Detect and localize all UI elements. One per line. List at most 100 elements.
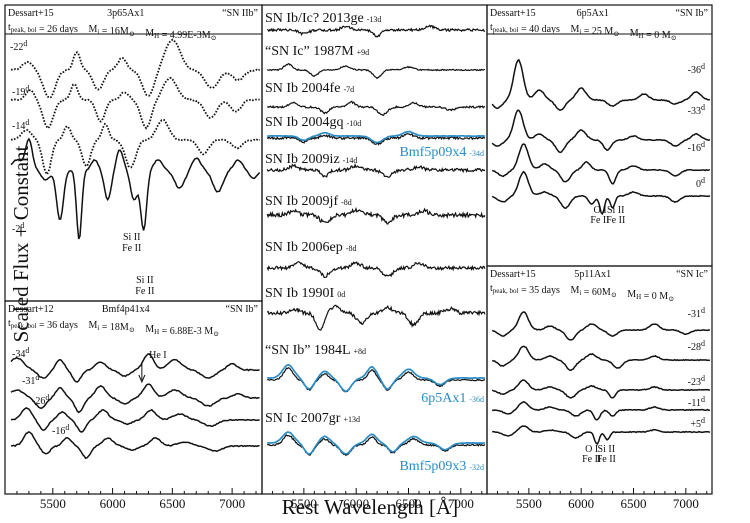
param-part: = 18M <box>99 322 129 333</box>
param-part: H <box>154 32 159 40</box>
feature-label: Si II <box>598 444 616 455</box>
series-label-sup: d <box>701 62 705 71</box>
series-label: “SN Ib” 1984L +8d <box>265 343 366 358</box>
param-part: M <box>145 324 154 335</box>
series-label: SN Ib 2004gq -10d <box>265 115 361 130</box>
series-label-sup: -10d <box>347 119 362 128</box>
param-part: = 16M <box>99 26 129 37</box>
feature-label: Fe II <box>590 215 609 226</box>
panel-middle-series: SN Ib/Ic? 2013ge -13d “SN Ic” 1987M +9d SN I… <box>265 11 486 474</box>
series-label-sup: d <box>23 39 27 48</box>
param-part: ⊙ <box>668 295 674 303</box>
series--19-line <box>10 77 260 130</box>
series-label: SN Ib 2006ep -8d <box>265 240 356 255</box>
series-label-sup: d <box>25 84 29 93</box>
series-label-sup: +9d <box>357 48 370 57</box>
series--26-line <box>10 407 260 433</box>
series-label: SN Ib 2004fe -7d <box>265 81 354 96</box>
series-8-model <box>267 364 485 393</box>
panel-model: Bmf4p41x4 <box>102 304 150 315</box>
param-part: peak, bol <box>11 322 37 330</box>
series-2-line <box>491 379 711 399</box>
series-label: -34d <box>12 346 29 360</box>
panel-top-left-series: -22d-19d-14d-2d <box>10 38 261 240</box>
param-part: ⊙ <box>611 291 617 299</box>
model-label: Bmf5p09x4 -34d <box>399 145 484 160</box>
series-label: SN Ic 2007gr +13d <box>265 411 360 426</box>
panel-params: tpeak, bol = 40 days Mi = 25 M⊙ MH = 0 M… <box>490 22 677 42</box>
series-label-sup: -8d <box>346 244 357 253</box>
series-label: -22d <box>10 39 27 53</box>
x-tick-label-left: 5500 <box>40 496 66 511</box>
model-label: Bmf5p09x3 -32d <box>399 459 484 474</box>
series-label: SN Ib 1990I 0d <box>265 286 345 301</box>
series-5-spectrum <box>266 206 486 225</box>
series-label-sup: d <box>35 373 39 382</box>
series-label: -14d <box>12 118 29 132</box>
series-4-line <box>492 425 711 446</box>
panel-ref: Dessart+15 <box>490 269 536 280</box>
feature-label: Fe II <box>582 454 601 465</box>
feature-arrow-head <box>138 374 146 384</box>
feature-label: Si II <box>607 205 625 216</box>
model-label-sup: -34d <box>469 149 484 158</box>
series-label-sup: -7d <box>343 85 354 94</box>
param-part: H <box>639 32 644 40</box>
param-part: H <box>154 328 159 336</box>
param-part: t <box>8 22 11 33</box>
param-part: = 60M <box>581 287 611 298</box>
series-3-model <box>267 130 485 144</box>
model-label: 6p5Ax1 -36d <box>421 391 484 406</box>
panel-type: “SN Ib” <box>676 8 709 19</box>
series-label: +5d <box>690 416 705 430</box>
series-7-spectrum <box>266 304 486 331</box>
series-label: 0d <box>696 176 705 190</box>
feature-label: Fe II <box>597 454 616 465</box>
x-tick-label-left: 6000 <box>100 496 126 511</box>
x-tick-label-right: 6500 <box>621 496 647 511</box>
x-tick-label-middle: 6000 <box>343 496 369 511</box>
param-part: ⊙ <box>213 330 219 338</box>
param-part: = 40 days <box>518 24 560 35</box>
x-tick-label-right: 5500 <box>516 496 542 511</box>
panel-model: 3p65Ax1 <box>107 8 144 19</box>
series-label: SN Ib 2009iz -14d <box>265 152 357 167</box>
param-part: = 26 days <box>36 24 78 35</box>
panel-ref: Dessart+15 <box>8 8 54 19</box>
series-0-line <box>491 311 711 341</box>
series-label-sup: d <box>701 306 705 315</box>
model-label-sup: -32d <box>469 463 484 472</box>
x-tick-label-right: 7000 <box>673 496 699 511</box>
series-label-sup: d <box>45 393 49 402</box>
param-part: i <box>579 28 581 36</box>
param-part: M <box>570 285 579 296</box>
series-label-sup: +8d <box>354 347 367 356</box>
param-part: M <box>627 289 636 300</box>
series-label-sup: +13d <box>343 415 360 424</box>
series-label-sup: d <box>701 395 705 404</box>
series-0-line <box>491 170 711 216</box>
panels: 5500 6000 6500 7000 5500 6000 6500 7000 5500 6000… <box>4 4 713 511</box>
param-part: = 4.99E-3M <box>159 30 211 41</box>
series--36-line <box>491 58 711 112</box>
series-label-sup: -14d <box>343 156 358 165</box>
param-part: M <box>570 24 579 35</box>
param-part: = 25 M <box>581 26 613 37</box>
x-axis-title: Rest Wavelength [Å] <box>282 495 458 519</box>
feature-label: Si II <box>123 232 141 243</box>
feature-label: He I <box>149 350 167 361</box>
x-tick-label-left: 6500 <box>159 496 185 511</box>
series--16-line <box>491 143 711 185</box>
param-part: = 0 M <box>644 30 671 41</box>
panel-params: tpeak, bol = 36 days Mi = 18M⊙ MH = 6.88… <box>8 318 219 338</box>
series-label-sup: d <box>65 423 69 432</box>
feature-label: Fe II <box>122 243 141 254</box>
param-part: t <box>490 22 493 33</box>
feature-label: Fe II <box>606 215 625 226</box>
series--33-line <box>491 109 711 154</box>
feature-label: Fe II <box>135 286 154 297</box>
param-part: i <box>579 289 581 297</box>
param-part: H <box>636 293 641 301</box>
series-label-sup: d <box>701 103 705 112</box>
series-label: SN Ib 2009jf -8d <box>265 194 352 209</box>
